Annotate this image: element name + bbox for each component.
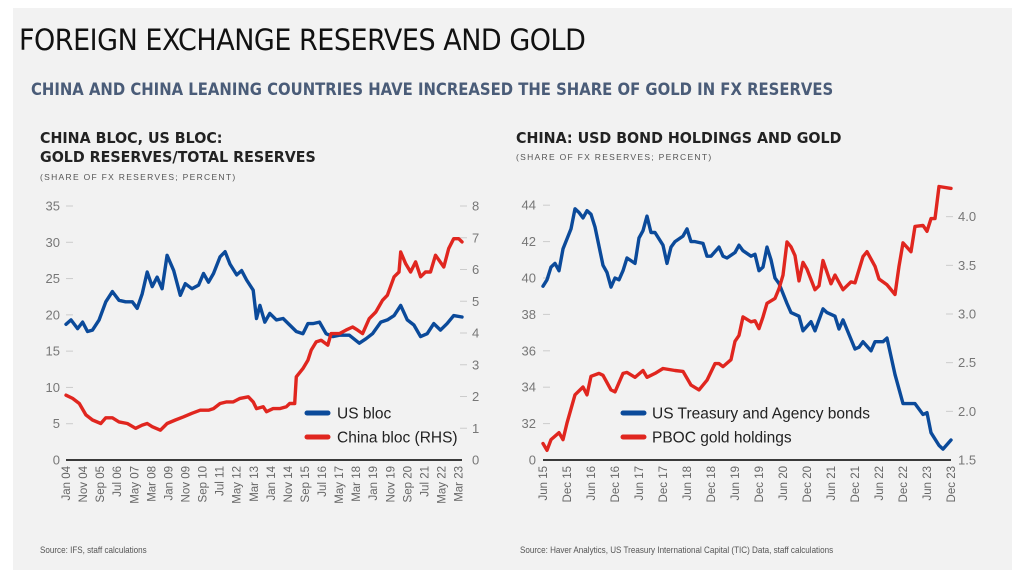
left-chart-source: Source: IFS, staff calculations	[40, 545, 147, 556]
left-chart-title: CHINA BLOC, US BLOC: GOLD RESERVES/TOTAL…	[40, 129, 316, 167]
right-axis-tick-label: 6	[472, 262, 479, 277]
page-title: FOREIGN EXCHANGE RESERVES AND GOLD	[19, 23, 586, 57]
x-axis-tick-label: Jun 15	[538, 466, 550, 501]
left-axis-tick-label: 32	[522, 416, 536, 431]
left-axis-tick-label: 20	[46, 307, 60, 322]
x-axis-tick-label: Dec 22	[898, 466, 910, 502]
x-axis-tick-label: Jul 11	[215, 466, 227, 496]
right-axis-tick-label: 7	[472, 230, 479, 245]
page-subtitle: CHINA AND CHINA LEANING COUNTRIES HAVE I…	[31, 80, 834, 99]
x-axis-tick-label: Mar 18	[351, 466, 363, 502]
right-axis-tick-label: 0	[472, 453, 479, 468]
legend-label: China bloc (RHS)	[337, 430, 458, 447]
x-axis-tick-label: Dec 19	[754, 466, 766, 502]
left-axis-tick-label: 34	[522, 380, 536, 395]
right-axis-tick-label: 2.0	[958, 404, 976, 419]
left-axis-tick-label: 36	[522, 343, 536, 358]
x-axis-tick-label: Jul 06	[112, 466, 124, 497]
legend-label: US bloc	[337, 406, 392, 423]
left-axis-tick-label: 38	[522, 307, 536, 322]
left-axis-tick-label: 35	[46, 199, 60, 214]
x-axis-tick-label: Jan 19	[368, 466, 380, 501]
left-axis-tick-label: 0	[529, 453, 536, 468]
x-axis-tick-label: May 07	[129, 466, 141, 504]
x-axis-tick-label: Dec 23	[946, 466, 958, 502]
x-axis-tick-label: Jul 21	[419, 466, 431, 497]
x-axis-tick-label: Dec 21	[850, 466, 862, 502]
x-axis-tick-label: Jun 21	[826, 466, 838, 501]
left-axis-tick-label: 44	[522, 198, 536, 213]
series-line-pboc-gold-holdings	[541, 184, 953, 452]
legend-label: US Treasury and Agency bonds	[652, 406, 870, 423]
series-line-us-bloc	[64, 249, 464, 345]
left-chart-title-line2: GOLD RESERVES/TOTAL RESERVES	[40, 148, 316, 166]
x-axis-tick-label: Jan 14	[266, 465, 278, 500]
x-axis-tick-label: Mar 23	[454, 466, 466, 502]
left-axis-tick-label: 5	[53, 416, 60, 431]
x-axis-tick-label: Jun 16	[586, 466, 598, 501]
x-axis-tick-label: Nov 19	[385, 466, 397, 502]
right-chart-subtitle: (SHARE OF FX RESERVES; PERCENT)	[516, 152, 713, 162]
x-axis-tick-label: May 22	[437, 466, 449, 504]
x-axis-tick-label: Sep 10	[198, 466, 210, 502]
right-axis-tick-label: 4.0	[958, 209, 976, 224]
x-axis-tick-label: Jun 23	[922, 466, 934, 501]
x-axis-tick-label: Nov 14	[283, 465, 295, 502]
x-axis-tick-label: May 12	[232, 466, 244, 504]
left-axis-tick-label: 40	[522, 271, 536, 286]
x-axis-tick-label: Jun 22	[874, 466, 886, 501]
x-axis-tick-label: Jan 04	[61, 465, 73, 500]
right-axis-tick-label: 8	[472, 199, 479, 214]
x-axis-tick-label: Nov 09	[181, 466, 193, 502]
left-axis-tick-label: 15	[46, 344, 60, 359]
x-axis-tick-label: Jun 17	[634, 466, 646, 501]
right-axis-tick-label: 1.5	[958, 453, 976, 468]
right-axis-tick-label: 3.0	[958, 307, 976, 322]
legend-label: PBOC gold holdings	[652, 430, 792, 447]
x-axis-tick-label: Dec 17	[658, 466, 670, 502]
x-axis-tick-label: Sep 20	[402, 466, 414, 502]
right-axis-tick-label: 2	[472, 389, 479, 404]
right-axis-tick-label: 3	[472, 357, 479, 372]
right-axis-tick-label: 3.5	[958, 258, 976, 273]
series-line-china-bloc-rhs	[64, 236, 464, 432]
right-axis-tick-label: 5	[472, 294, 479, 309]
x-axis-tick-label: Dec 16	[610, 466, 622, 502]
x-axis-tick-label: Jun 19	[730, 466, 742, 501]
x-axis-tick-label: Mar 13	[249, 466, 261, 502]
x-axis-tick-label: Jun 20	[778, 466, 790, 501]
x-axis-tick-label: Sep 05	[95, 466, 107, 502]
left-axis-tick-label: 0	[53, 453, 60, 468]
x-axis-tick-label: Mar 08	[146, 466, 158, 502]
left-axis-tick-label: 30	[46, 235, 60, 250]
right-axis-tick-label: 4	[472, 326, 479, 341]
left-chart-subtitle: (SHARE OF FX RESERVES; PERCENT)	[40, 172, 237, 182]
x-axis-tick-label: Sep 15	[300, 466, 312, 502]
left-axis-tick-label: 25	[46, 271, 60, 286]
left-chart-title-line1: CHINA BLOC, US BLOC:	[40, 129, 223, 147]
left-axis-tick-label: 10	[46, 380, 60, 395]
x-axis-tick-label: Dec 18	[706, 466, 718, 502]
series-line-us-treasury-and-agency-bonds	[541, 207, 953, 451]
right-axis-tick-label: 2.5	[958, 355, 976, 370]
x-axis-tick-label: Jan 09	[163, 466, 175, 501]
left-axis-tick-label: 42	[522, 234, 536, 249]
x-axis-tick-label: Dec 20	[802, 466, 814, 502]
x-axis-tick-label: Nov 04	[78, 465, 90, 502]
x-axis-tick-label: May 17	[334, 466, 346, 504]
right-chart-source: Source: Haver Analytics, US Treasury Int…	[520, 545, 834, 556]
x-axis-tick-label: Jun 18	[682, 466, 694, 501]
x-axis-tick-label: Jul 16	[317, 466, 329, 497]
x-axis-tick-label: Dec 15	[562, 466, 574, 502]
right-chart-title: CHINA: USD BOND HOLDINGS AND GOLD	[516, 129, 842, 147]
right-axis-tick-label: 1	[472, 421, 479, 436]
